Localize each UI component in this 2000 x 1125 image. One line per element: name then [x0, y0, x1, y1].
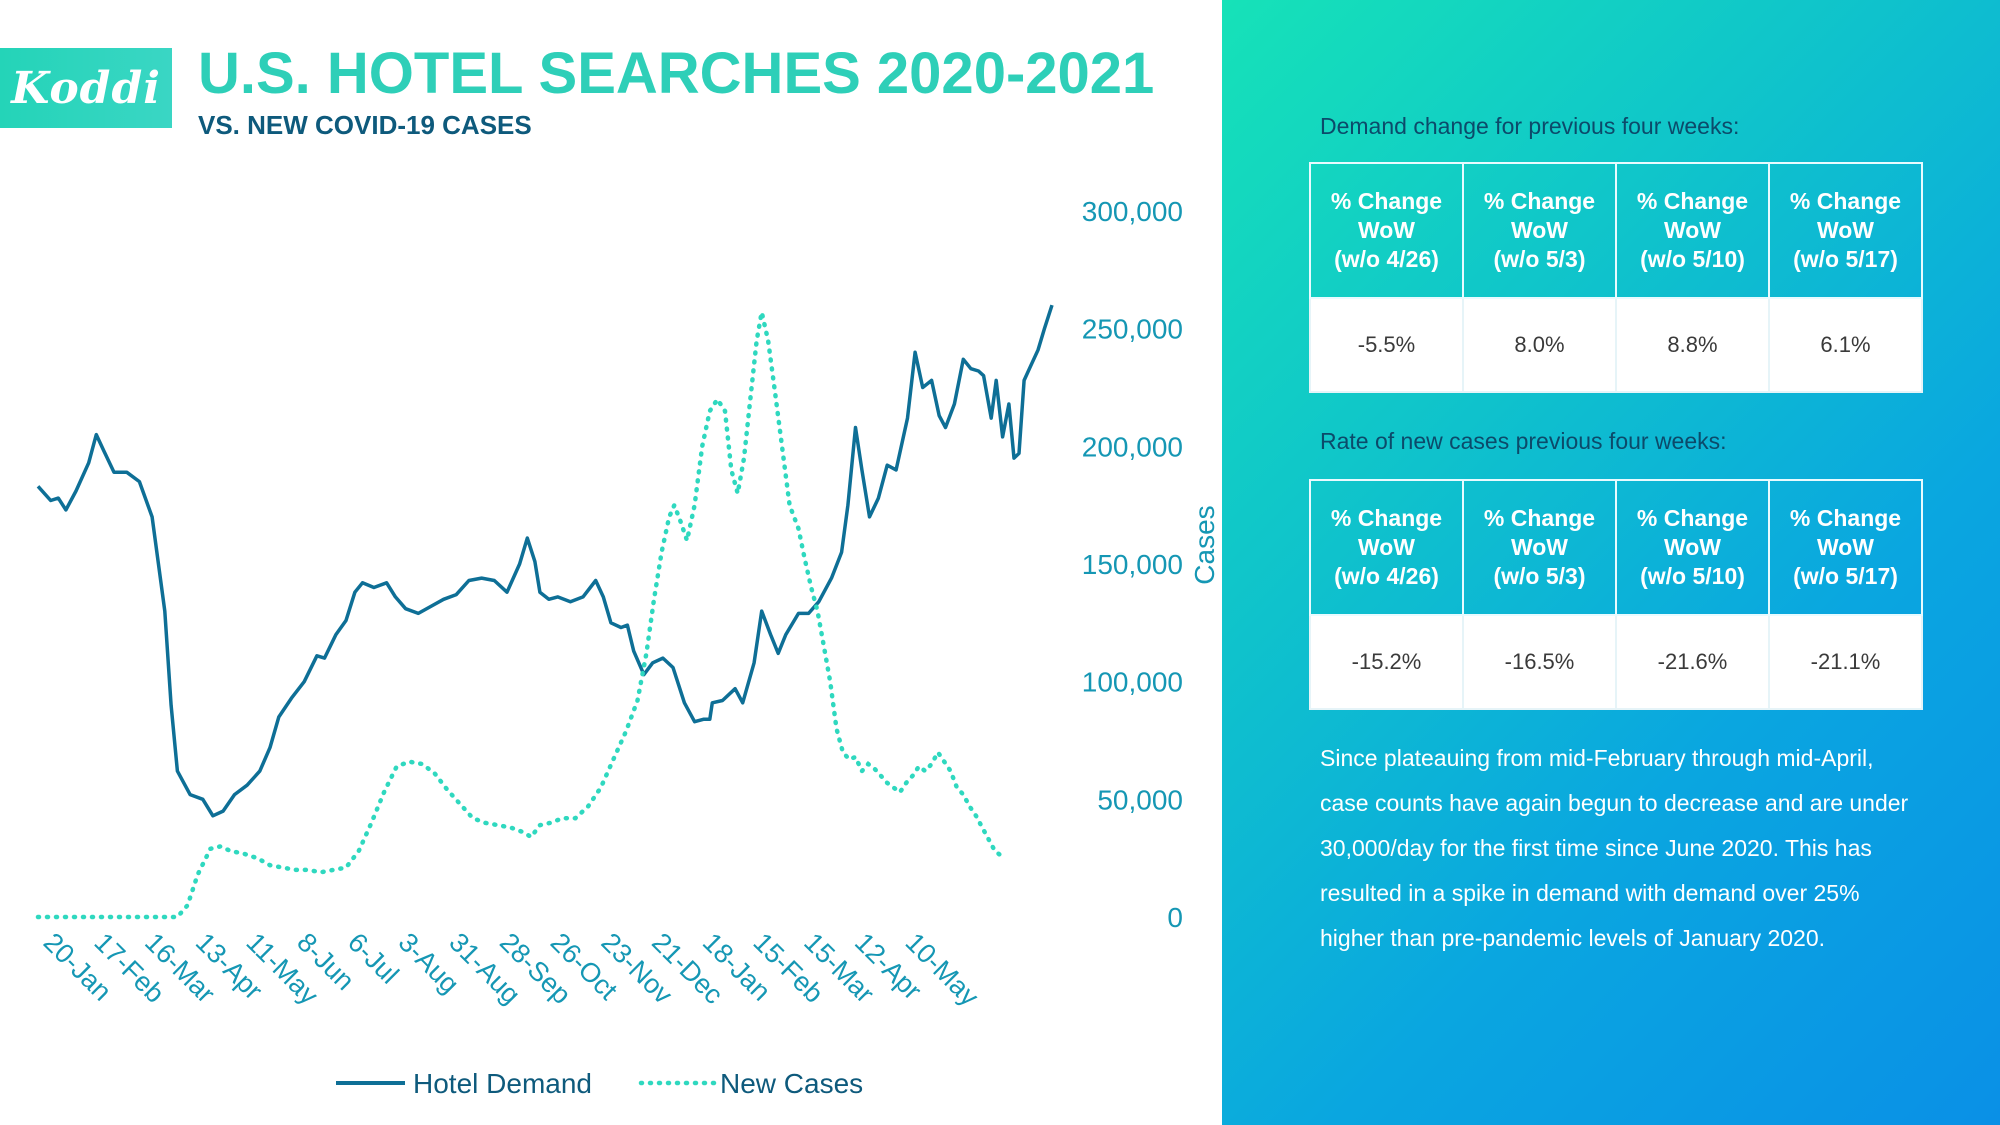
header-line: WoW [1816, 534, 1875, 560]
cases-value-cell: -15.2% [1309, 614, 1464, 710]
header-line: % Change [1789, 188, 1902, 214]
column-header: % Change WoW (w/o 5/3) [1462, 162, 1617, 299]
column-header: % Change WoW (w/o 5/17) [1768, 162, 1923, 299]
header-line: WoW [1357, 534, 1416, 560]
table-row: -5.5% 8.0% 8.8% 6.1% [1309, 297, 1923, 393]
header-line: (w/o 5/10) [1640, 246, 1745, 272]
page-subtitle: VS. NEW COVID-19 CASES [198, 110, 532, 140]
header-line: % Change [1483, 505, 1596, 531]
column-header: % Change WoW (w/o 4/26) [1309, 479, 1464, 616]
demand-change-label: Demand change for previous four weeks: [1320, 113, 1740, 139]
legend-label-hotel-demand: Hotel Demand [413, 1068, 592, 1099]
logo: Koddi [0, 48, 172, 128]
y-axis-label: Cases [1189, 505, 1220, 584]
demand-value-cell: -5.5% [1309, 297, 1464, 393]
demand-change-table: % Change WoW (w/o 4/26) % Change WoW (w/o 5/… [1309, 162, 1923, 393]
legend: Hotel Demand New Cases [336, 1068, 863, 1099]
header-line: WoW [1816, 217, 1875, 243]
x-axis-ticks: 20-Jan17-Feb16-Mar13-Apr11-May8-Jun6-Jul… [38, 927, 985, 1012]
column-header: % Change WoW (w/o 4/26) [1309, 162, 1464, 299]
header-line: WoW [1663, 534, 1722, 560]
cases-rate-table: % Change WoW (w/o 4/26) % Change WoW (w/o 5/… [1309, 479, 1923, 710]
y-axis-ticks: 0 50,000 100,000 150,000 200,000 250,000 300,0… [1082, 196, 1183, 933]
header-line: % Change [1636, 188, 1749, 214]
series-lines [35, 304, 1054, 920]
y-tick-label: 200,000 [1082, 431, 1183, 462]
page-title: U.S. HOTEL SEARCHES 2020-2021 [198, 41, 1155, 106]
cases-value-cell: -16.5% [1462, 614, 1617, 710]
demand-value-cell: 8.8% [1615, 297, 1770, 393]
summary-paragraph: Since plateauing from mid-February throu… [1320, 745, 1909, 951]
header-line: % Change [1789, 505, 1902, 531]
line-chart: 0 50,000 100,000 150,000 200,000 250,000 300,0… [35, 196, 1220, 1099]
y-tick-label: 50,000 [1097, 784, 1183, 815]
header-line: (w/o 4/26) [1334, 246, 1439, 272]
column-header: % Change WoW (w/o 5/17) [1768, 479, 1923, 616]
logo-text: Koddi [11, 62, 161, 114]
column-header: % Change WoW (w/o 5/3) [1462, 479, 1617, 616]
y-tick-label: 300,000 [1082, 196, 1183, 227]
header-line: WoW [1357, 217, 1416, 243]
header-line: % Change [1330, 188, 1443, 214]
y-tick-label: 150,000 [1082, 549, 1183, 580]
header-line: (w/o 4/26) [1334, 563, 1439, 589]
header-line: (w/o 5/17) [1793, 563, 1898, 589]
legend-label-new-cases: New Cases [720, 1068, 863, 1099]
header-line: % Change [1636, 505, 1749, 531]
header-line: (w/o 5/3) [1493, 563, 1586, 589]
demand-value-cell: 6.1% [1768, 297, 1923, 393]
header-line: WoW [1510, 217, 1569, 243]
new-cases-line [35, 311, 1004, 920]
header-line: (w/o 5/3) [1493, 246, 1586, 272]
header-line: (w/o 5/17) [1793, 246, 1898, 272]
cases-value-cell: -21.6% [1615, 614, 1770, 710]
hotel-demand-line [36, 304, 1054, 818]
header-line: (w/o 5/10) [1640, 563, 1745, 589]
table-row: -15.2% -16.5% -21.6% -21.1% [1309, 614, 1923, 710]
column-header: % Change WoW (w/o 5/10) [1615, 479, 1770, 616]
header-line: WoW [1510, 534, 1569, 560]
y-tick-label: 250,000 [1082, 314, 1183, 345]
y-tick-label: 100,000 [1082, 667, 1183, 698]
y-tick-label: 0 [1167, 902, 1183, 933]
column-header: % Change WoW (w/o 5/10) [1615, 162, 1770, 299]
header-line: WoW [1663, 217, 1722, 243]
cases-value-cell: -21.1% [1768, 614, 1923, 710]
cases-rate-label: Rate of new cases previous four weeks: [1320, 428, 1727, 454]
header-line: % Change [1483, 188, 1596, 214]
header-line: % Change [1330, 505, 1443, 531]
demand-value-cell: 8.0% [1462, 297, 1617, 393]
table-header-row: % Change WoW (w/o 4/26) % Change WoW (w/o 5/… [1309, 479, 1923, 616]
table-header-row: % Change WoW (w/o 4/26) % Change WoW (w/o 5/… [1309, 162, 1923, 299]
